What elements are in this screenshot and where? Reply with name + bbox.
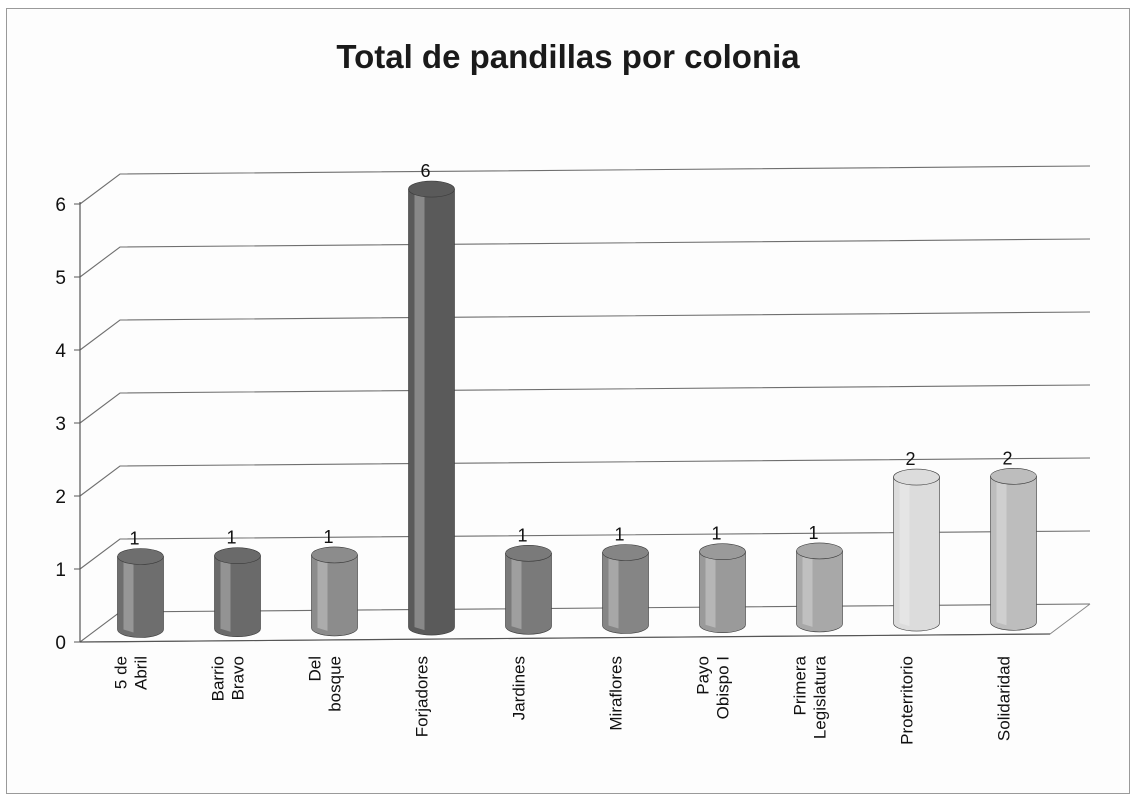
category-label: Miraflores (607, 656, 626, 731)
bar-top (117, 548, 164, 565)
bar-top (699, 543, 746, 561)
category-label: Barrio (209, 656, 228, 701)
bar-body (602, 552, 649, 634)
bar-top (602, 544, 649, 561)
axis-layer: 0 1 2 3 4 5 6 (55, 195, 1051, 654)
chart-frame (6, 8, 1130, 794)
label-layer: 1 5 de Abril 1 Barrio Bravo 1 Del bosque 6 Forjado… (112, 161, 1014, 745)
bar (311, 546, 358, 637)
y-tick-label: 4 (55, 341, 66, 362)
category-label: Primera (791, 655, 810, 715)
category-label: Forjadores (413, 656, 432, 737)
gridline (79, 238, 1091, 278)
bar-highlight (414, 193, 425, 631)
bar-top (408, 180, 455, 198)
bar-top (893, 468, 940, 486)
bar (408, 180, 455, 636)
bar (990, 468, 1037, 631)
bar-body (311, 554, 358, 637)
data-label: 1 (226, 528, 236, 548)
category-label: Abril (132, 656, 151, 690)
category-label: Del (306, 656, 325, 682)
gridline (79, 311, 1091, 351)
bar-highlight (705, 555, 716, 628)
bar-highlight (608, 556, 619, 629)
gridline (79, 530, 1091, 570)
bar-body (505, 553, 552, 635)
bar-top (796, 542, 843, 560)
bar-highlight (899, 481, 910, 627)
data-label: 1 (614, 525, 624, 545)
gridline (79, 457, 1091, 497)
gridline (79, 384, 1091, 424)
y-tick-label: 6 (55, 195, 66, 216)
bar-body (990, 476, 1037, 631)
category-label: Jardines (510, 656, 529, 720)
bar (796, 542, 843, 633)
bar (699, 543, 746, 633)
bar-layer (117, 180, 1037, 638)
bar-top (990, 468, 1037, 485)
bar-highlight (317, 558, 328, 631)
bar-body (214, 555, 261, 637)
bar-body (699, 551, 746, 633)
bar (602, 544, 649, 634)
bar (893, 468, 940, 632)
bar-highlight (511, 557, 522, 630)
category-label: Obispo I (714, 656, 733, 719)
gridline (79, 165, 1091, 205)
bar-top (311, 546, 358, 564)
bar (117, 548, 164, 638)
bar-body (408, 188, 455, 636)
y-tick-label: 1 (55, 560, 66, 581)
data-label: 1 (323, 527, 333, 547)
y-tick-label: 3 (55, 414, 66, 435)
x-axis-line (79, 633, 1051, 643)
data-label: 1 (129, 529, 139, 549)
data-label: 6 (420, 161, 430, 181)
bar-highlight (996, 480, 1007, 626)
bar-highlight (802, 554, 813, 627)
bar-highlight (123, 560, 134, 633)
bar (505, 545, 552, 635)
y-tick-label: 0 (55, 633, 66, 654)
category-label: 5 de (112, 656, 131, 689)
data-label: 1 (711, 524, 721, 544)
category-label: Solidaridad (995, 656, 1014, 741)
data-label: 1 (517, 525, 527, 545)
category-label: Bravo (229, 656, 248, 700)
bar-top (214, 547, 261, 565)
grid-layer (79, 165, 1091, 643)
category-label: bosque (326, 656, 345, 712)
data-label: 2 (1002, 448, 1012, 468)
data-label: 2 (905, 449, 915, 469)
bar-highlight (220, 559, 231, 632)
bar (214, 547, 261, 637)
bar-body (893, 476, 940, 632)
data-label: 1 (808, 523, 818, 543)
chart-title: Total de pandillas por colonia (336, 38, 800, 75)
bar-top (505, 545, 552, 562)
y-tick-label: 5 (55, 268, 66, 289)
category-label: Payo (694, 656, 713, 695)
bar-body (796, 550, 843, 633)
category-label: Legislatura (811, 655, 830, 739)
y-tick-label: 2 (55, 487, 66, 508)
category-label: Proterritorio (898, 656, 917, 745)
bar-body (117, 556, 164, 638)
